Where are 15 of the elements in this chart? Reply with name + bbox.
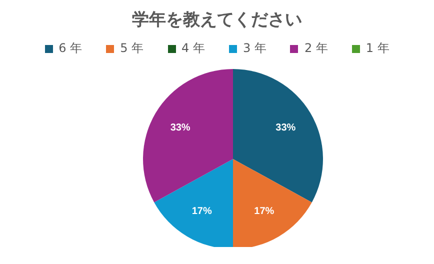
legend-label: 1 年 (366, 40, 390, 57)
legend-label: 6 年 (58, 40, 82, 57)
legend-label: 3 年 (243, 40, 266, 57)
chart-title: 学年を教えてください (131, 9, 303, 32)
data-label: 33% (170, 122, 190, 134)
pie-slice (143, 69, 233, 202)
data-label: 33% (276, 122, 296, 134)
legend-label: 2 年 (304, 40, 328, 57)
legend-label: 5 年 (120, 40, 144, 57)
legend-label: 4 年 (182, 40, 205, 57)
pie-slice (154, 159, 233, 247)
pie-slice (233, 159, 312, 247)
data-label: 17% (192, 206, 212, 218)
pie-slice (233, 69, 323, 202)
data-label: 17% (254, 206, 274, 218)
